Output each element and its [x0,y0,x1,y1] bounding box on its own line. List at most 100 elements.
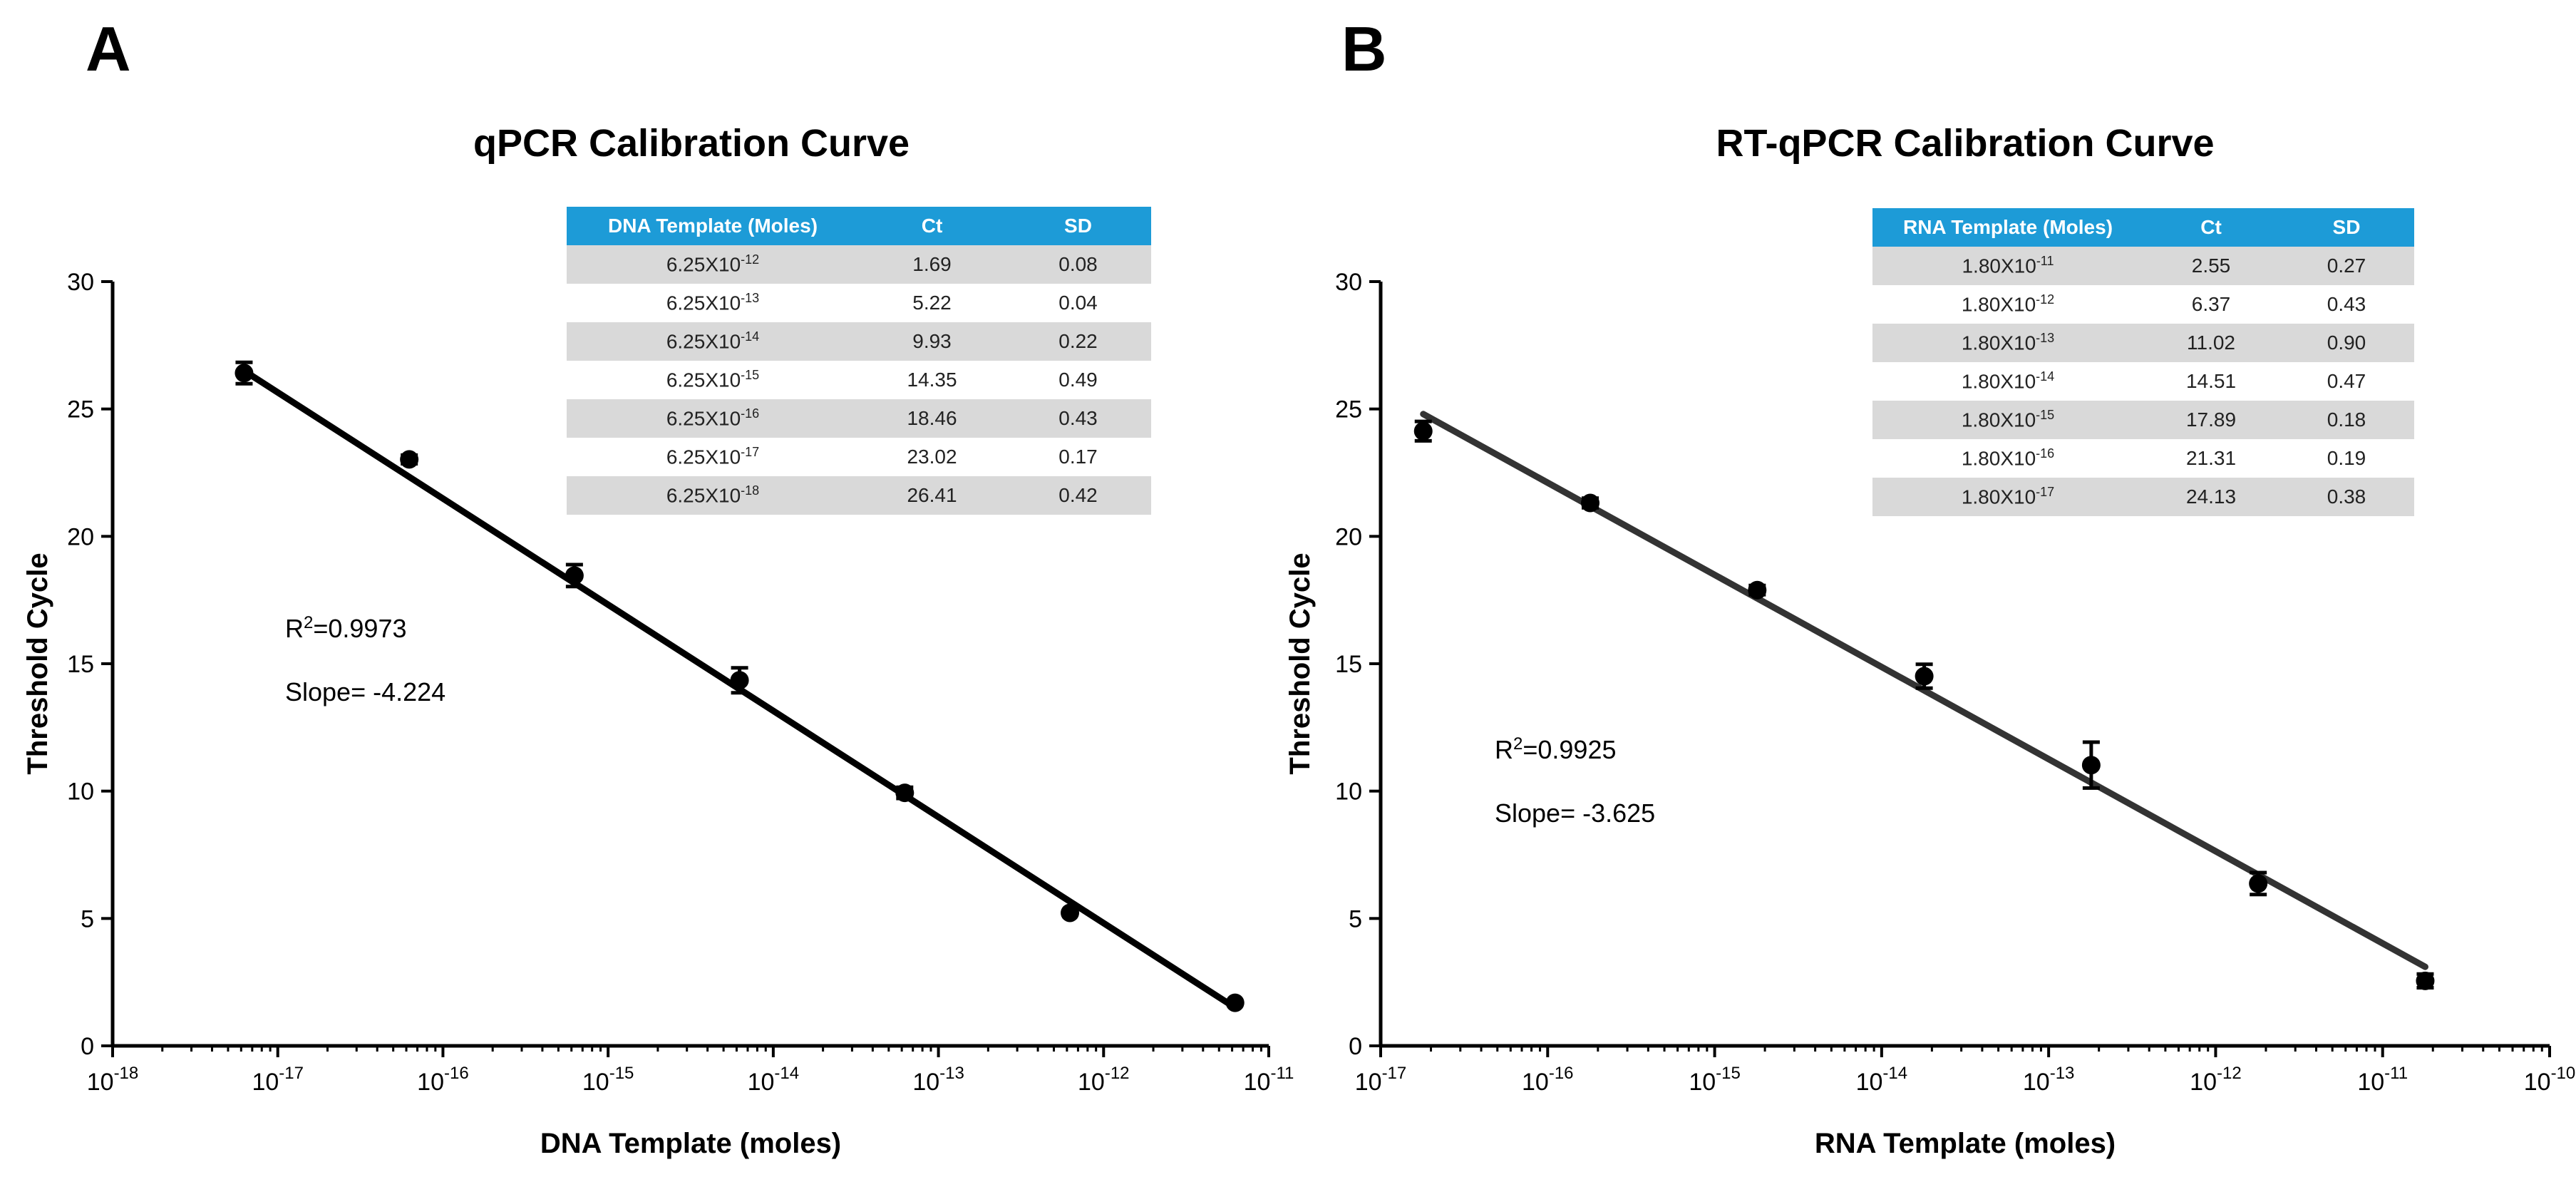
y-tick-label: 5 [81,905,94,932]
slope-label: Slope= -4.224 [285,677,446,706]
ct-cell: 9.93 [859,322,1005,361]
x-tick-base: 10 [87,1069,114,1096]
sd-cell: 0.04 [1005,284,1151,322]
template-mantissa: 6.25X10 [666,446,741,468]
x-tick-exponent: -11 [2384,1064,2408,1083]
ct-cell: 5.22 [859,284,1005,322]
template-mantissa: 1.80X10 [1961,447,2036,470]
table-row: 6.25X10-15 14.35 0.49 [567,361,1151,399]
x-axis-title: DNA Template (moles) [540,1128,841,1159]
template-cell: 6.25X10-15 [567,361,859,399]
x-tick-base: 10 [1689,1069,1716,1096]
sd-cell: 0.43 [1005,399,1151,438]
ct-cell: 26.41 [859,476,1005,515]
sd-cell: 0.90 [2279,324,2414,362]
template-cell: 6.25X10-14 [567,322,859,361]
calibration-table-b: RNA Template (Moles) Ct SD 1.80X10-11 2.5… [1872,208,2414,516]
template-mantissa: 6.25X10 [666,253,741,276]
table-header-ct: Ct [859,207,1005,245]
template-cell: 1.80X10-14 [1872,362,2143,401]
x-tick-base: 10 [2357,1069,2384,1096]
template-cell: 6.25X10-13 [567,284,859,322]
x-tick-base: 10 [252,1069,279,1096]
ct-cell: 1.69 [859,245,1005,284]
r-squared-label: R2=0.9973 [285,613,407,644]
table-row: 1.80X10-15 17.89 0.18 [1872,401,2414,439]
sd-cell: 0.43 [2279,285,2414,324]
x-axis-title: RNA Template (moles) [1815,1128,2116,1159]
x-tick-base: 10 [2524,1069,2551,1096]
y-tick-label: 15 [67,651,94,678]
data-point [565,566,584,585]
ct-cell: 24.13 [2143,478,2279,516]
template-mantissa: 1.80X10 [1961,293,2036,316]
template-mantissa: 6.25X10 [666,484,741,507]
sd-cell: 0.17 [1005,438,1151,476]
sd-cell: 0.22 [1005,322,1151,361]
x-tick-label: 10-16 [417,1064,469,1096]
y-tick-label: 20 [67,523,94,550]
table-header-ct: Ct [2143,208,2279,247]
panel-letter: A [86,14,131,84]
template-mantissa: 1.80X10 [1961,408,2036,431]
template-mantissa: 1.80X10 [1961,332,2036,354]
table-row: 6.25X10-17 23.02 0.17 [567,438,1151,476]
table-header-row: DNA Template (Moles) Ct SD [567,207,1151,245]
x-tick-exponent: -17 [279,1064,304,1083]
table-header-sd: SD [1005,207,1151,245]
y-axis-title: Threshold Cycle [22,553,53,774]
x-tick-label: 10-17 [1355,1064,1407,1096]
ct-cell: 14.35 [859,361,1005,399]
sd-cell: 0.27 [2279,247,2414,285]
sd-cell: 0.49 [1005,361,1151,399]
x-tick-label: 10-14 [748,1064,800,1096]
sd-cell: 0.19 [2279,439,2414,478]
template-exponent: -14 [2036,369,2055,384]
y-tick-label: 5 [1349,905,1362,932]
x-tick-exponent: -13 [939,1064,964,1083]
data-point [1581,493,1600,513]
ct-cell: 17.89 [2143,401,2279,439]
x-tick-exponent: -11 [1270,1064,1294,1083]
template-mantissa: 1.80X10 [1962,255,2036,277]
template-exponent: -16 [741,406,760,421]
x-tick-exponent: -10 [2551,1064,2576,1083]
table-row: 1.80X10-11 2.55 0.27 [1872,247,2414,285]
r-squared-prefix: R [1495,735,1513,764]
data-point [2249,874,2268,893]
table-row: 6.25X10-13 5.22 0.04 [567,284,1151,322]
template-exponent: -16 [2036,446,2055,461]
template-exponent: -12 [741,252,760,267]
table-row: 1.80X10-16 21.31 0.19 [1872,439,2414,478]
template-mantissa: 6.25X10 [666,292,741,314]
x-tick-label: 10-12 [2190,1064,2242,1096]
x-tick-label: 10-10 [2524,1064,2576,1096]
data-point [1915,667,1934,686]
table-header-template: RNA Template (Moles) [1872,208,2143,247]
x-tick-exponent: -15 [1716,1064,1741,1083]
template-exponent: -13 [2036,331,2055,346]
template-exponent: -18 [741,483,760,498]
data-point [1748,580,1767,600]
table-header-row: RNA Template (Moles) Ct SD [1872,208,2414,247]
template-exponent: -11 [2036,254,2054,269]
x-tick-exponent: -12 [1105,1064,1130,1083]
table-row: 1.80X10-14 14.51 0.47 [1872,362,2414,401]
x-tick-exponent: -16 [1549,1064,1574,1083]
chart-title: RT-qPCR Calibration Curve [1716,122,2215,165]
ct-cell: 14.51 [2143,362,2279,401]
x-tick-base: 10 [1244,1069,1271,1096]
template-cell: 6.25X10-16 [567,399,859,438]
data-point [2081,756,2101,775]
ct-cell: 6.37 [2143,285,2279,324]
x-tick-base: 10 [2190,1069,2217,1096]
r-squared-label: R2=0.9925 [1495,734,1617,765]
template-cell: 6.25X10-12 [567,245,859,284]
chart-title: qPCR Calibration Curve [473,122,910,165]
template-cell: 1.80X10-12 [1872,285,2143,324]
template-cell: 6.25X10-17 [567,438,859,476]
table-row: 1.80X10-13 11.02 0.90 [1872,324,2414,362]
y-tick-label: 0 [81,1033,94,1060]
template-exponent: -12 [2036,292,2055,307]
table-body: 1.80X10-11 2.55 0.27 1.80X10-12 6.37 0.43 1.80… [1872,247,2414,516]
